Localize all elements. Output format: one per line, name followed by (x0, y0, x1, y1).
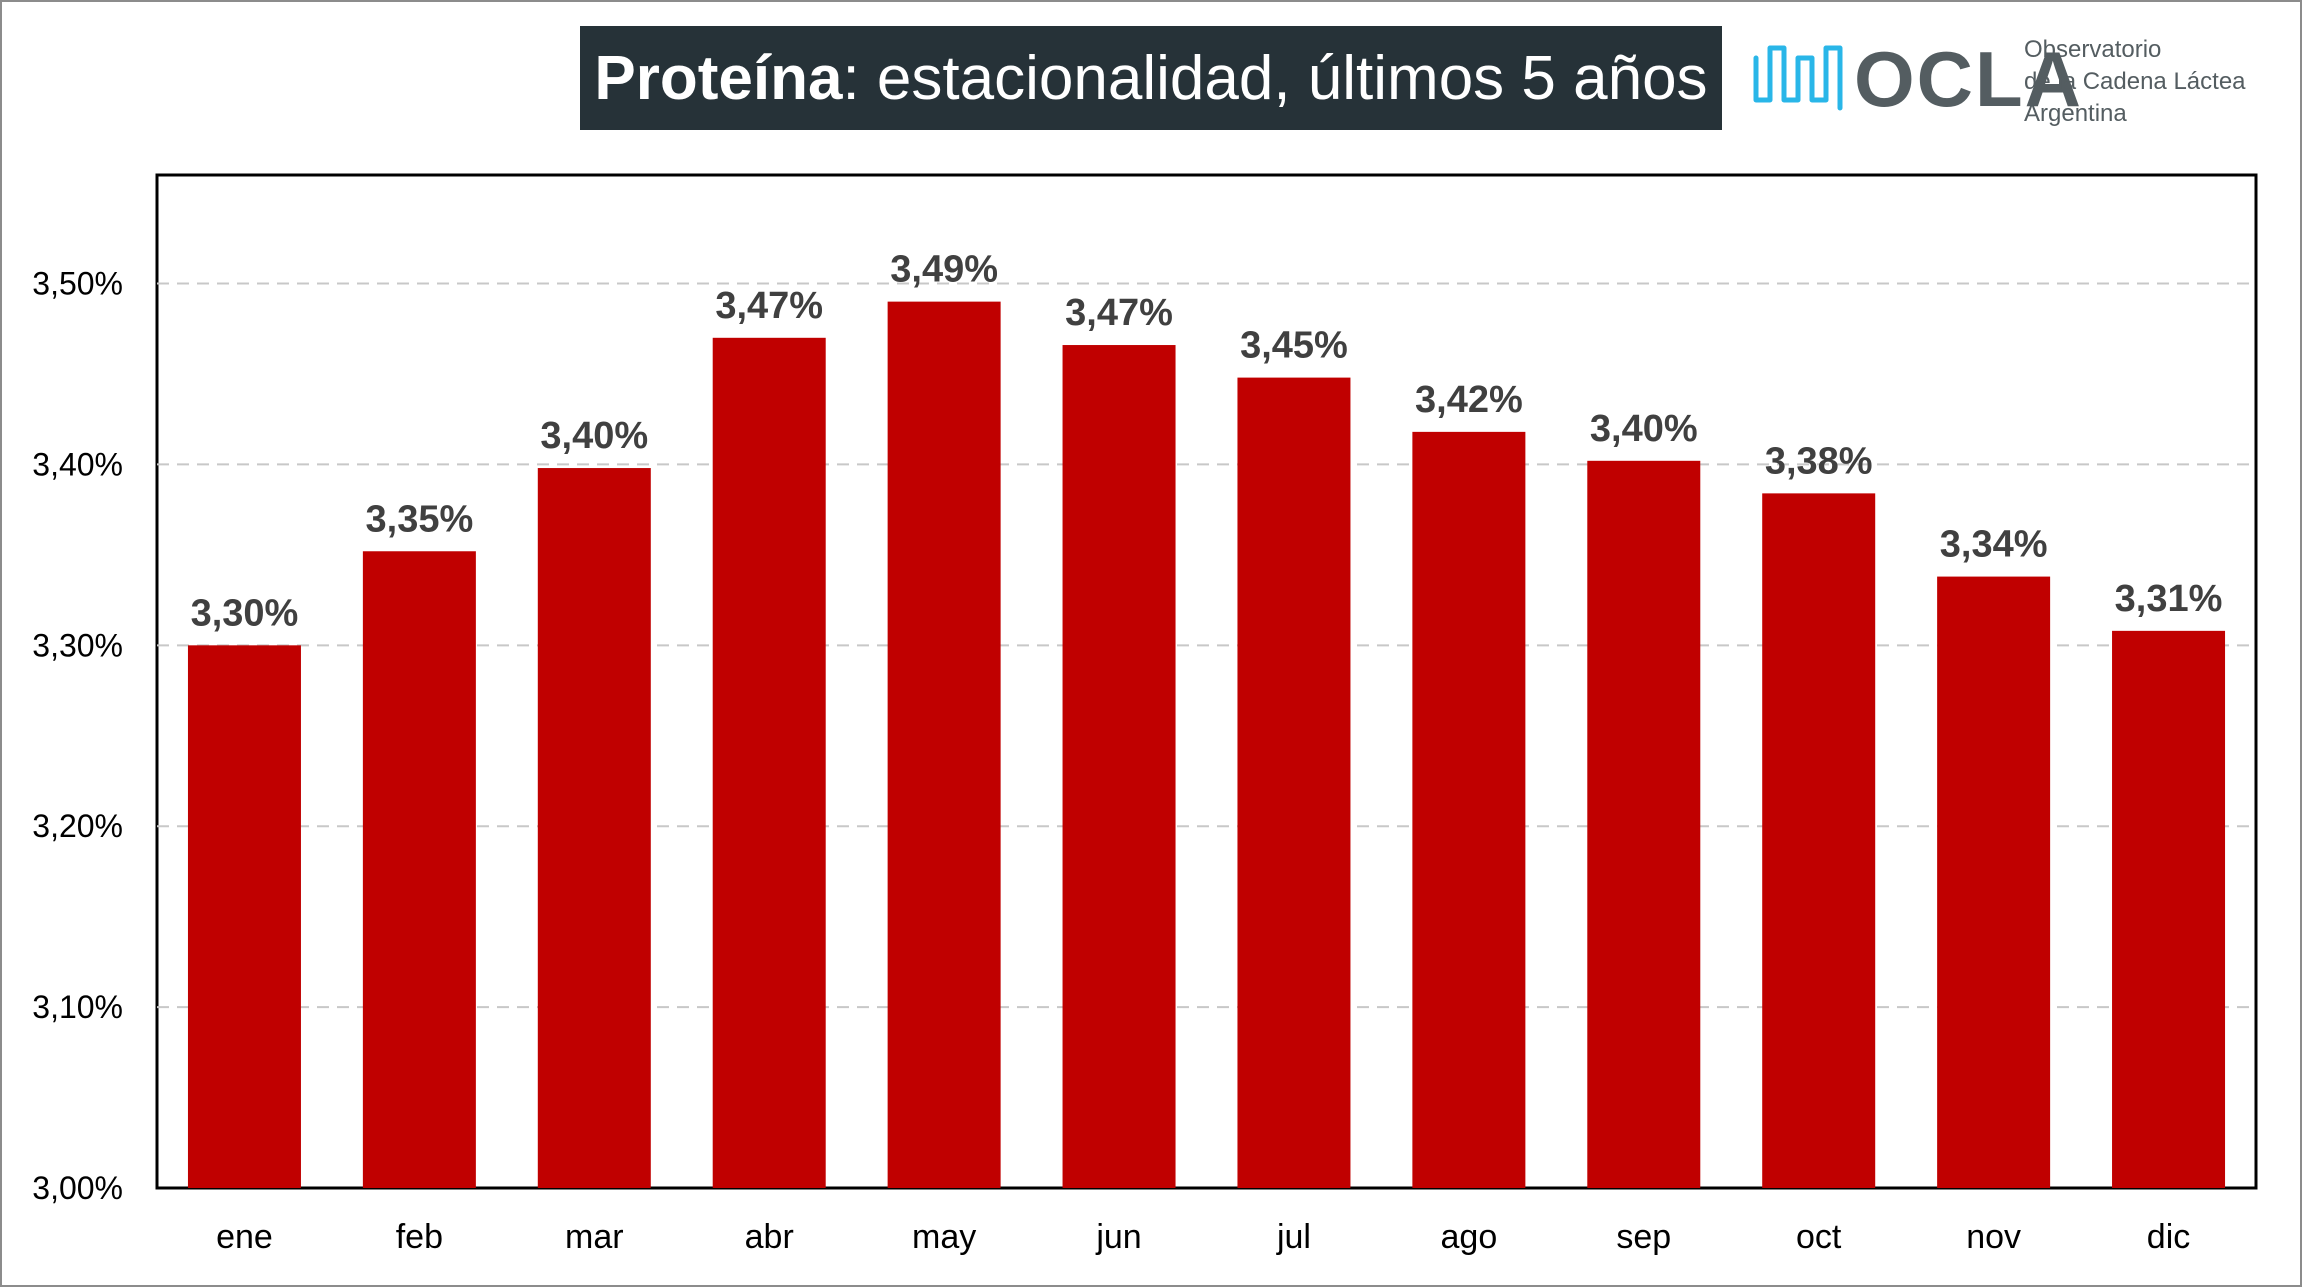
y-tick-label: 3,30% (32, 627, 123, 663)
x-tick-label: oct (1796, 1218, 1842, 1256)
data-label: 3,42% (1415, 379, 1523, 421)
x-tick-label: dic (2147, 1218, 2190, 1256)
data-label: 3,49% (890, 249, 998, 291)
data-label: 3,34% (1940, 524, 2048, 566)
data-label: 3,47% (715, 285, 823, 327)
chart-title-bold: Proteína (594, 43, 843, 113)
y-axis-ticks: 3,00% 3,10% 3,20% 3,30% 3,40% 3,50% (32, 266, 123, 1206)
logo-line-2: de la Cadena Láctea (2024, 68, 2246, 95)
x-tick-label: feb (396, 1218, 443, 1256)
bar-sep (1587, 460, 1701, 1189)
y-tick-label: 3,40% (32, 446, 123, 482)
bar-abr (712, 337, 826, 1188)
x-tick-label: sep (1616, 1218, 1671, 1256)
data-label: 3,40% (1590, 408, 1698, 450)
plot-area (155, 173, 2258, 1190)
bar-nov (1937, 576, 2051, 1188)
bar-jul (1237, 377, 1351, 1189)
x-tick-label: mar (565, 1218, 624, 1256)
data-label: 3,47% (1065, 292, 1173, 334)
y-tick-label: 3,00% (32, 1170, 123, 1206)
ocla-logo: OCLA Observatorio de la Cadena Láctea Ar… (1752, 30, 2272, 140)
wave-logo-icon (1753, 45, 1843, 111)
y-tick-label: 3,20% (32, 808, 123, 844)
bar-oct (1762, 493, 1876, 1188)
data-label: 3,45% (1240, 325, 1348, 367)
chart-title-banner: Proteína: estacionalidad, últimos 5 años (580, 26, 1722, 130)
x-tick-label: nov (1966, 1218, 2021, 1256)
chart-title-rest: : estacionalidad, últimos 5 años (842, 43, 1708, 113)
x-tick-label: abr (745, 1218, 794, 1256)
bars (187, 301, 2226, 1189)
data-labels: 3,30% 3,35% 3,40% 3,47% 3,49% 3,47% 3,45% 3,42%… (191, 249, 2223, 635)
bar-jun (1062, 345, 1176, 1188)
data-label: 3,35% (366, 498, 474, 540)
bar-dic (2112, 630, 2226, 1188)
data-label: 3,40% (540, 415, 648, 457)
bar-ago (1412, 431, 1526, 1188)
y-tick-label: 3,10% (32, 989, 123, 1025)
logo-line-3: Argentina (2024, 100, 2127, 127)
y-tick-label: 3,50% (32, 266, 123, 302)
logo-brand: OCLA (1854, 35, 2083, 123)
data-label: 3,31% (2115, 578, 2223, 620)
x-tick-label: ene (216, 1218, 273, 1256)
bar-mar (537, 468, 651, 1189)
x-tick-label: jun (1095, 1218, 1141, 1256)
data-label: 3,38% (1765, 440, 1873, 482)
x-tick-label: ago (1441, 1218, 1498, 1256)
data-label: 3,30% (191, 592, 299, 634)
bar-feb (362, 551, 476, 1188)
x-tick-label: may (912, 1218, 976, 1256)
gridlines (157, 282, 2256, 1009)
x-axis-ticks: ene feb mar abr may jun jul ago sep oct nov dic (216, 1218, 2190, 1256)
logo-line-1: Observatorio (2024, 36, 2162, 63)
bar-ene (187, 645, 301, 1188)
bar-may (887, 301, 1001, 1188)
x-tick-label: jul (1276, 1218, 1311, 1256)
